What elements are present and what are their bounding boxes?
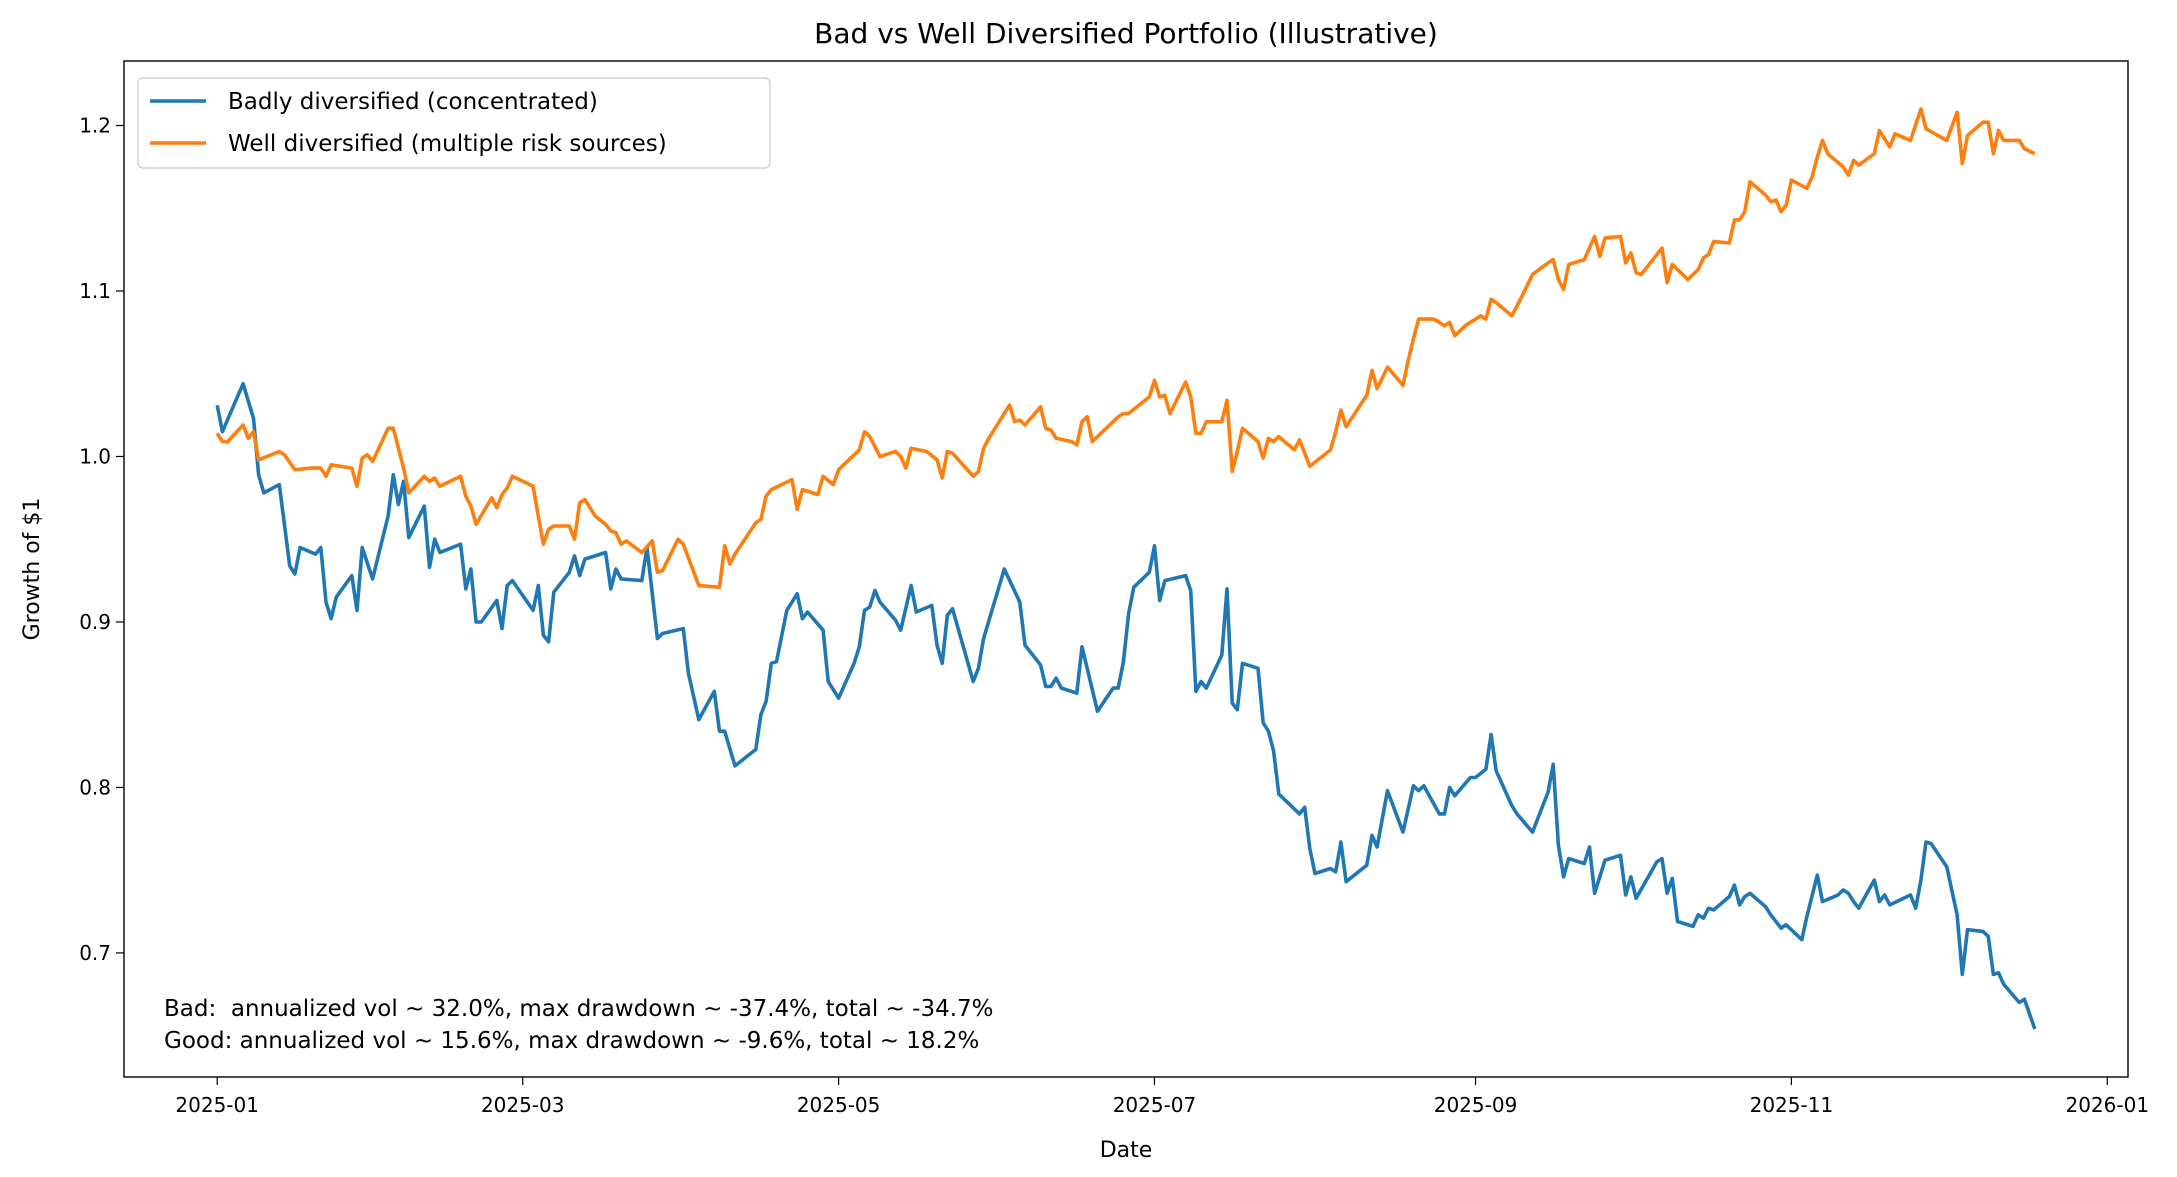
x-tick-label: 2025-09	[1434, 1093, 1518, 1117]
series-line-good	[215, 107, 2036, 589]
y-tick-label: 0.9	[79, 610, 111, 634]
y-tick-label: 1.2	[79, 114, 111, 138]
plot-frame	[123, 60, 2129, 1078]
x-tick-label: 2025-01	[175, 1093, 259, 1117]
y-axis: 0.7 0.8 0.9 1.0 1.1 1.2	[79, 114, 124, 965]
legend-label-good: Well diversified (multiple risk sources)	[228, 131, 667, 157]
y-axis-label: Growth of $1	[20, 498, 45, 641]
annotation-bad-stats: Bad: annualized vol ~ 32.0%, max drawdow…	[164, 996, 994, 1022]
y-tick-label: 0.7	[79, 941, 111, 965]
y-tick-label: 1.0	[79, 444, 111, 468]
x-axis-label: Date	[1100, 1138, 1153, 1163]
x-tick-label: 2025-05	[797, 1093, 881, 1117]
annotation-good-stats: Good: annualized vol ~ 15.6%, max drawdo…	[164, 1028, 979, 1054]
x-tick-label: 2025-11	[1750, 1093, 1834, 1117]
y-tick-label: 1.1	[79, 279, 111, 303]
x-axis: 2025-01 2025-03 2025-05 2025-07 2025-09 2025-…	[175, 1077, 2149, 1117]
x-tick-label: 2026-01	[2065, 1093, 2149, 1117]
chart-title: Bad vs Well Diversified Portfolio (Illus…	[814, 17, 1438, 50]
x-tick-label: 2025-03	[481, 1093, 565, 1117]
x-tick-label: 2025-07	[1113, 1093, 1197, 1117]
legend-box	[137, 77, 771, 169]
y-tick-label: 0.8	[79, 775, 111, 799]
series-layer	[215, 107, 2037, 1030]
legend-label-bad: Badly diversified (concentrated)	[228, 89, 598, 115]
series-line-bad	[215, 381, 2037, 1030]
legend: Badly diversified (concentrated) Well di…	[137, 77, 771, 169]
